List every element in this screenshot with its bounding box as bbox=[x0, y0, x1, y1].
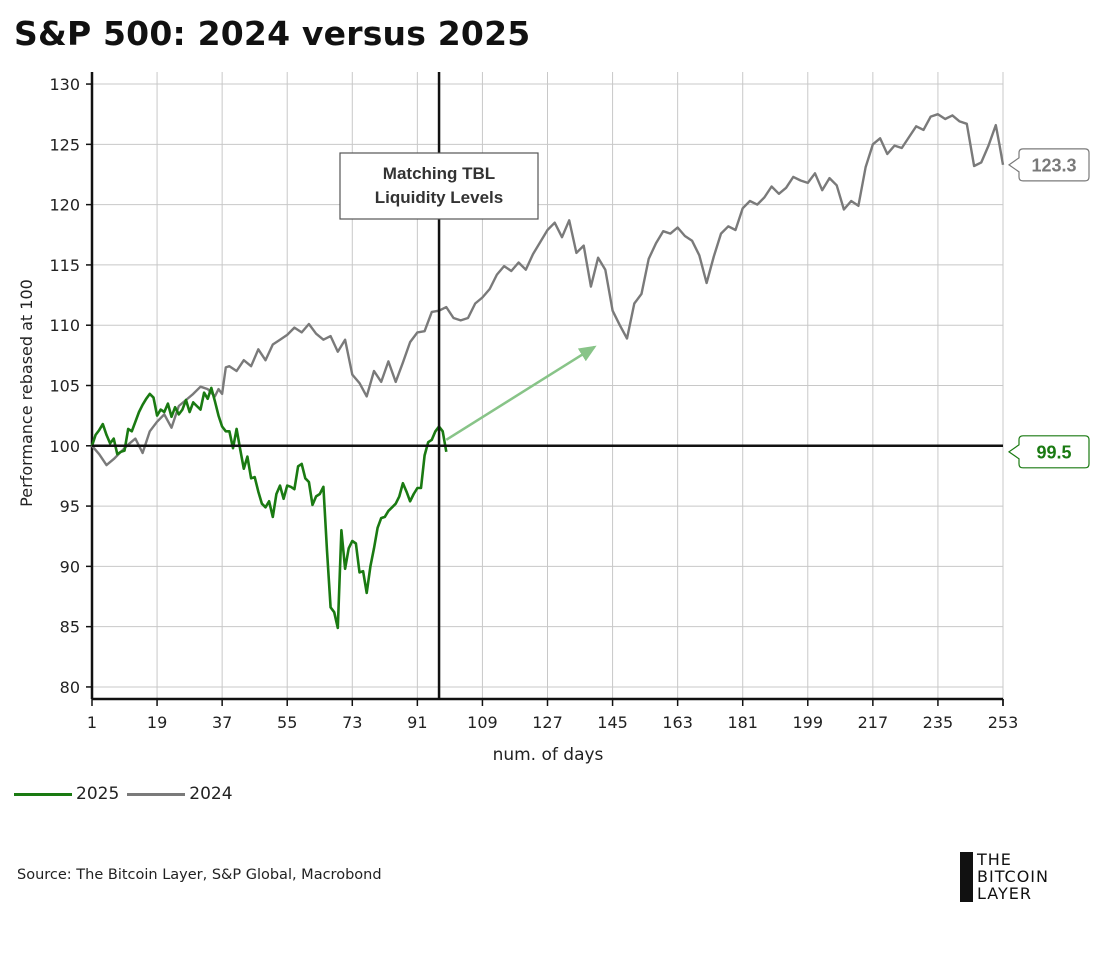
legend-label-2025: 2025 bbox=[76, 784, 120, 804]
annotation-box bbox=[339, 152, 539, 220]
legend-swatch-2025 bbox=[14, 792, 72, 796]
x-tick-label: 181 bbox=[727, 713, 758, 732]
y-tick-label: 120 bbox=[49, 196, 80, 215]
x-tick-label: 19 bbox=[147, 713, 167, 732]
x-tick-label: 91 bbox=[407, 713, 427, 732]
x-tick-label: 55 bbox=[277, 713, 297, 732]
last-value-2024-box bbox=[1007, 148, 1090, 182]
source-note: Source: The Bitcoin Layer, S&P Global, M… bbox=[17, 867, 382, 883]
series-line-2025 bbox=[90, 386, 448, 630]
y-tick-label: 110 bbox=[49, 316, 80, 335]
y-tick-label: 90 bbox=[60, 557, 80, 576]
y-tick-label: 100 bbox=[49, 437, 80, 456]
y-tick-label: 85 bbox=[60, 618, 80, 637]
x-tick-label: 73 bbox=[342, 713, 362, 732]
legend-swatch-2024 bbox=[127, 792, 186, 796]
x-tick-label: 235 bbox=[923, 713, 954, 732]
x-tick-label: 145 bbox=[597, 713, 628, 732]
y-tick-label: 105 bbox=[49, 377, 80, 396]
y-tick-label: 95 bbox=[60, 497, 80, 516]
last-value-2025: 99.5 bbox=[1036, 442, 1071, 462]
y-tick-label: 80 bbox=[60, 678, 80, 697]
grid-lines bbox=[91, 72, 1004, 699]
logo-text-line2: BITCOIN bbox=[977, 867, 1049, 886]
legend-item-2025[interactable]: 2025 bbox=[14, 784, 119, 804]
legend-item-2024[interactable]: 2024 bbox=[127, 784, 233, 804]
series-line-2024 bbox=[91, 113, 1005, 467]
x-axis-label: num. of days bbox=[493, 745, 604, 765]
x-tick-label: 109 bbox=[467, 713, 498, 732]
logo-bar bbox=[960, 852, 973, 902]
chart-legend: 2025 2024 bbox=[14, 784, 241, 804]
y-axis-label: Performance rebased at 100 bbox=[17, 279, 36, 507]
y-tick-label: 125 bbox=[49, 135, 80, 154]
legend-label-2024: 2024 bbox=[189, 784, 233, 804]
logo-text-line3: LAYER bbox=[977, 884, 1032, 903]
x-tick-label: 37 bbox=[212, 713, 232, 732]
x-tick-label: 1 bbox=[87, 713, 97, 732]
last-value-2025-box bbox=[1007, 435, 1090, 469]
annotations: Matching TBL Liquidity Levels 123.3 99.5 bbox=[92, 72, 1090, 699]
chart-title: S&P 500: 2024 versus 2025 bbox=[14, 14, 531, 53]
y-tick-label: 130 bbox=[49, 75, 80, 94]
x-tick-label: 127 bbox=[532, 713, 563, 732]
axis-ticks: 80 85 90 95 100 105 110 115 120 125 130 1 19 37 55 73 91… bbox=[49, 72, 1018, 732]
bitcoin-layer-logo: THE BITCOIN LAYER bbox=[960, 852, 1049, 902]
y-tick-label: 115 bbox=[49, 256, 80, 275]
trend-arrow bbox=[445, 345, 597, 441]
x-tick-label: 163 bbox=[662, 713, 693, 732]
x-tick-label: 217 bbox=[858, 713, 889, 732]
x-tick-label: 253 bbox=[988, 713, 1019, 732]
last-value-2024: 123.3 bbox=[1031, 155, 1076, 175]
x-tick-label: 199 bbox=[793, 713, 824, 732]
annotation-line1: Matching TBL bbox=[383, 164, 495, 183]
annotation-line2: Liquidity Levels bbox=[375, 188, 503, 207]
series-lines bbox=[90, 113, 1005, 630]
logo-text-line1: THE bbox=[977, 850, 1012, 869]
